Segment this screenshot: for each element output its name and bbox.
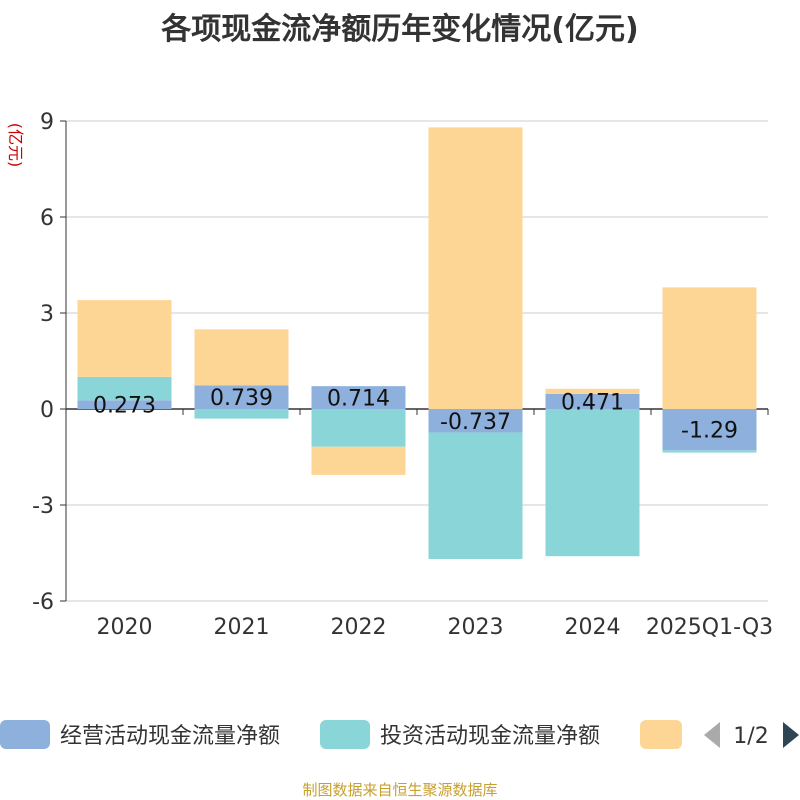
data-label: 0.273 (93, 394, 156, 419)
data-labels: 0.273 0.739 0.714 -0.737 0.471 -1.29 (93, 386, 738, 443)
x-tick-label: 2023 (448, 615, 504, 640)
bar-financing-2023 (429, 127, 523, 409)
bar-financing-2020 (78, 300, 172, 377)
y-tick-label: -6 (32, 590, 54, 615)
legend-swatch-0 (0, 720, 50, 749)
legend-swatch-1 (320, 720, 370, 749)
x-tick-label: 2022 (331, 615, 387, 640)
chart-canvas: 9 6 3 0 -3 -6 (亿元) 2020 2021 2022 2023 2024 2025Q1-Q… (0, 0, 800, 800)
legend-page-indicator: 1/2 (733, 724, 768, 749)
y-tick-label: -3 (32, 494, 54, 519)
x-tick-label: 2020 (97, 615, 153, 640)
bar-financing-2021 (195, 329, 289, 385)
legend-prev-page-icon[interactable] (704, 722, 720, 748)
legend: 经营活动现金流量净额 投资活动现金流量净额 1/2 (0, 720, 799, 749)
bar-investing-2023 (429, 433, 523, 559)
legend-label-1: 投资活动现金流量净额 (380, 724, 600, 749)
y-tick-label: 3 (40, 302, 54, 327)
legend-next-page-icon[interactable] (783, 722, 799, 748)
y-tick-label: 6 (40, 206, 54, 231)
source-note: 制图数据来自恒生聚源数据库 (0, 779, 800, 800)
legend-label-0: 经营活动现金流量净额 (60, 724, 280, 749)
data-label: -0.737 (440, 410, 511, 435)
bar-investing-2024 (546, 409, 640, 556)
bar-financing-2025Q1-Q3 (663, 287, 757, 409)
data-label: 0.714 (327, 387, 390, 412)
y-axis-unit-label: (亿元) (6, 123, 25, 168)
x-tick-label: 2025Q1-Q3 (646, 615, 773, 640)
bar-financing-2022 (312, 447, 406, 475)
data-label: 0.739 (210, 386, 273, 411)
legend-swatch-2 (640, 720, 682, 749)
bar-investing-2025Q1-Q3 (663, 450, 757, 452)
data-label: 0.471 (561, 390, 624, 415)
y-tick-label: 0 (40, 398, 54, 423)
x-tick-label: 2021 (214, 615, 270, 640)
data-label: -1.29 (681, 419, 738, 444)
bars (78, 127, 757, 559)
bar-investing-2022 (312, 409, 406, 447)
x-tick-label: 2024 (565, 615, 621, 640)
y-tick-label: 9 (40, 110, 54, 135)
